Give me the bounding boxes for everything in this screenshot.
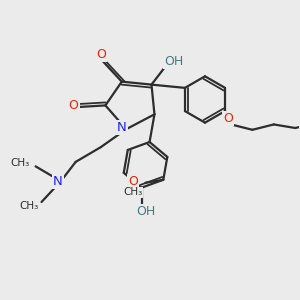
Text: O: O: [96, 48, 106, 62]
Text: CH₃: CH₃: [11, 158, 30, 168]
Text: O: O: [128, 175, 138, 188]
Text: OH: OH: [136, 205, 156, 218]
Text: OH: OH: [164, 55, 183, 68]
Text: CH₃: CH₃: [123, 187, 142, 197]
Text: O: O: [223, 112, 233, 125]
Text: O: O: [69, 99, 79, 112]
Text: N: N: [53, 175, 63, 188]
Text: CH₃: CH₃: [20, 202, 39, 212]
Text: N: N: [117, 121, 127, 134]
